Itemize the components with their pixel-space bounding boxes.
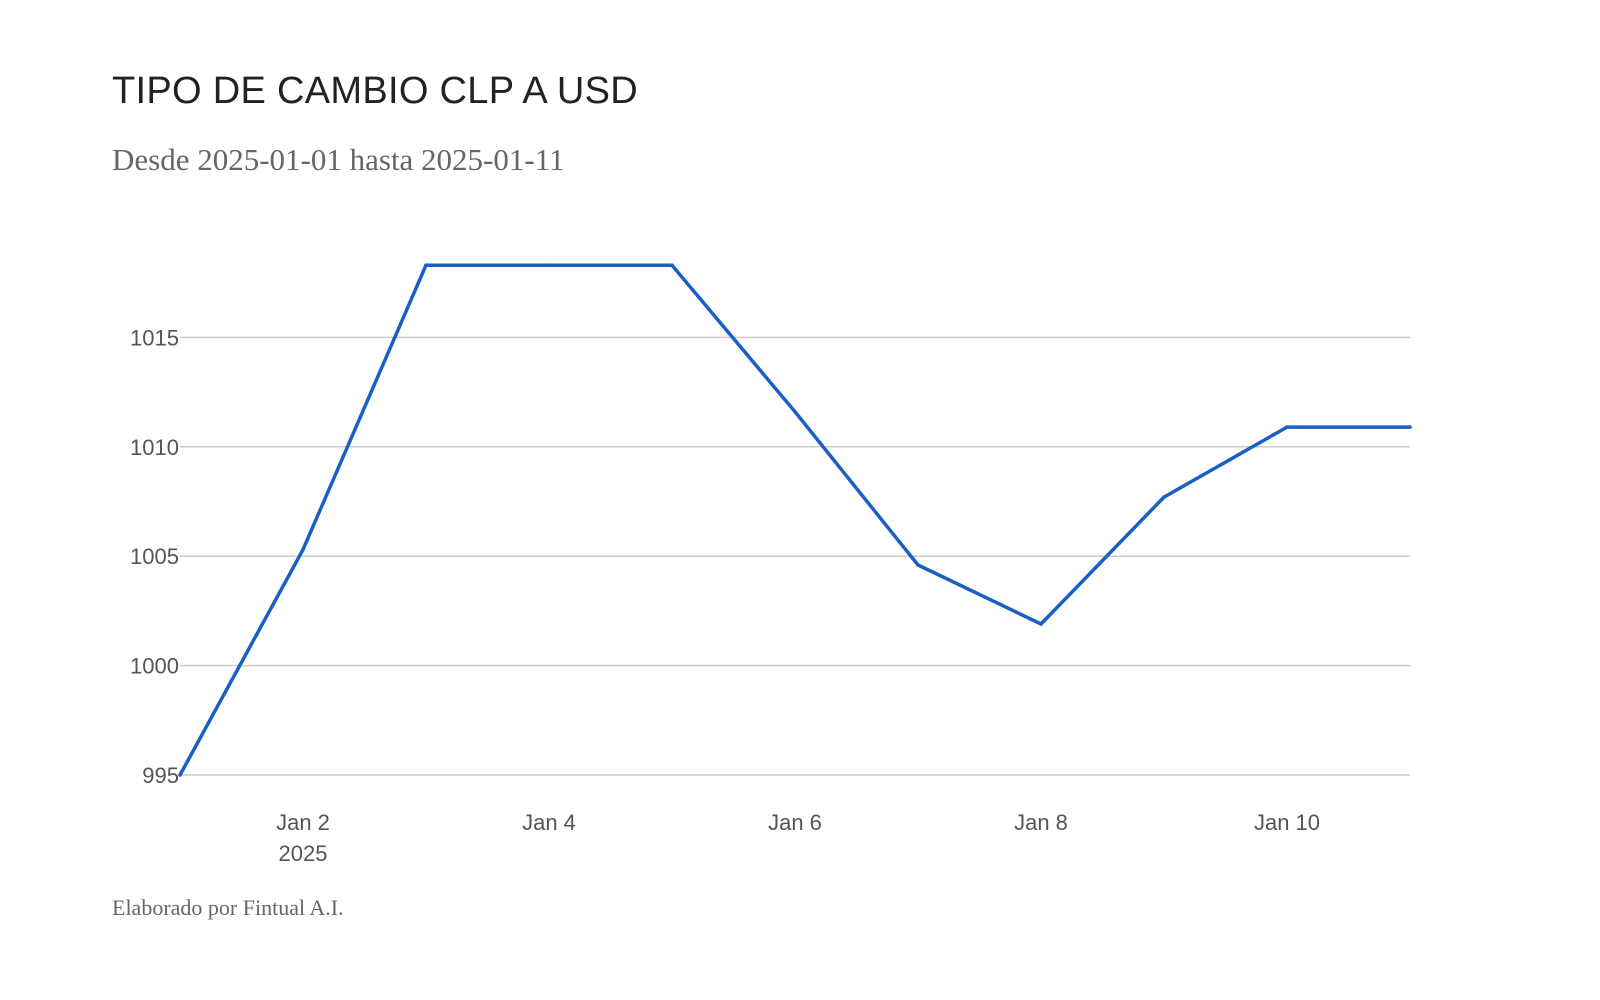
chart-source-note: Elaborado por Fintual A.I.	[112, 895, 344, 920]
data-point	[1285, 425, 1289, 429]
y-tick-label: 1000	[130, 654, 179, 679]
series-layer	[178, 263, 1412, 777]
data-point	[178, 773, 182, 777]
series-line-0	[178, 263, 1410, 776]
y-axis-ticks: 995 1000 1005 1010 1015	[130, 325, 179, 788]
data-point	[424, 263, 428, 268]
y-tick-label: 995	[142, 763, 179, 788]
data-point	[547, 263, 551, 268]
x-axis-ticks: Jan 2 2025 Jan 4 Jan 6 Jan 8 Jan 10	[276, 810, 1320, 866]
x-tick-label: Jan 8	[1014, 810, 1068, 835]
chart-title: TIPO DE CAMBIO CLP A USD	[112, 70, 638, 112]
y-tick-label: 1005	[130, 544, 179, 569]
data-point	[670, 263, 674, 268]
data-point	[301, 547, 305, 552]
data-point	[793, 410, 797, 414]
x-tick-label: Jan 4	[522, 810, 576, 835]
chart-subtitle: Desde 2025-01-01 hasta 2025-01-11	[112, 142, 565, 177]
y-tick-label: 1015	[130, 325, 179, 350]
x-tick-label: Jan 6	[768, 810, 822, 835]
data-point	[1408, 425, 1412, 429]
x-tick-label: Jan 10	[1254, 810, 1320, 835]
data-point	[916, 563, 920, 567]
x-tick-label: Jan 2	[276, 810, 330, 835]
x-tick-sublabel: 2025	[279, 841, 328, 866]
grid-lines	[180, 336, 1410, 776]
data-point	[1039, 622, 1043, 626]
data-point	[1162, 495, 1166, 499]
y-tick-label: 1010	[130, 435, 179, 460]
